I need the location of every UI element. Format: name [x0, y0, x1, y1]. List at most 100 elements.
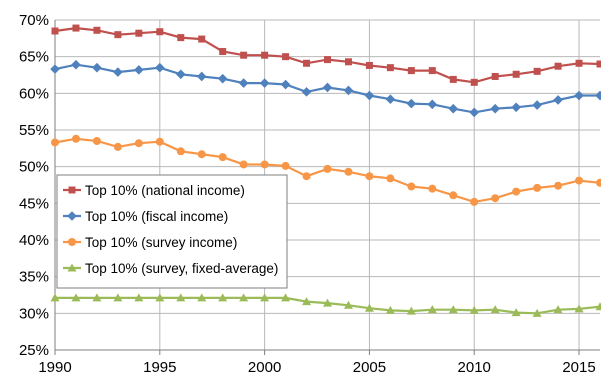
data-point — [71, 59, 81, 70]
data-point — [406, 98, 417, 109]
data-point — [322, 82, 333, 93]
data-point — [198, 35, 206, 43]
data-point — [197, 293, 207, 302]
data-point — [385, 305, 395, 314]
data-point — [448, 103, 459, 114]
data-point — [155, 62, 165, 73]
data-point — [281, 293, 291, 302]
data-point — [176, 293, 186, 302]
data-point — [134, 139, 143, 148]
data-point — [324, 56, 331, 64]
data-point — [113, 142, 122, 151]
data-point — [240, 51, 248, 59]
series-4 — [50, 293, 601, 317]
series-1 — [51, 24, 601, 86]
data-point — [113, 67, 123, 77]
data-point — [71, 293, 81, 302]
data-point — [596, 60, 601, 68]
data-point — [302, 297, 312, 306]
data-point — [303, 59, 311, 67]
data-point — [260, 160, 269, 169]
x-tick-label: 2000 — [248, 359, 281, 376]
data-point — [239, 293, 249, 302]
data-point — [155, 137, 164, 146]
data-point — [449, 191, 458, 200]
data-point — [512, 70, 520, 78]
data-point — [239, 160, 248, 169]
data-point — [92, 137, 101, 145]
legend-swatch-marker — [67, 263, 77, 272]
data-point — [428, 184, 437, 193]
data-point — [71, 134, 80, 143]
data-point — [301, 87, 312, 97]
data-point — [533, 183, 542, 192]
x-tick-label: 1990 — [38, 359, 71, 376]
data-point — [532, 100, 542, 110]
data-point — [386, 174, 395, 183]
y-tick-label: 70% — [19, 12, 49, 29]
data-point — [156, 28, 164, 36]
legend-label: Top 10% (survey income) — [85, 235, 237, 250]
data-point — [407, 67, 415, 75]
data-point — [281, 161, 290, 170]
data-point — [218, 293, 228, 302]
data-point — [365, 61, 373, 69]
data-point — [155, 293, 165, 302]
data-point — [386, 64, 394, 72]
data-point — [134, 293, 144, 302]
data-point — [449, 75, 457, 83]
data-point — [113, 293, 123, 302]
data-point — [343, 300, 353, 309]
data-point — [218, 153, 227, 162]
y-tick-label: 40% — [19, 232, 49, 249]
data-point — [553, 95, 563, 105]
data-point — [280, 79, 291, 90]
data-point — [261, 51, 269, 59]
x-tick-label: 1995 — [143, 359, 176, 376]
data-point — [323, 298, 332, 307]
data-point — [196, 71, 207, 82]
data-point — [282, 53, 290, 61]
data-point — [554, 181, 563, 190]
y-tick-label: 60% — [19, 85, 49, 102]
data-point — [364, 90, 375, 101]
axis-labels: 25% 30% 35% 40% 45% 50% 55% 60% 65% 70% 1990 1995 20… — [19, 12, 596, 376]
data-point — [533, 67, 541, 75]
data-point — [427, 305, 437, 314]
data-point — [364, 303, 374, 312]
data-point — [260, 293, 270, 302]
data-point — [92, 62, 102, 73]
data-point — [406, 306, 416, 315]
data-point — [595, 302, 601, 311]
legend-swatch-marker — [68, 186, 76, 194]
data-point — [491, 72, 499, 80]
data-point — [92, 293, 102, 302]
data-point — [490, 305, 500, 314]
data-point — [448, 305, 458, 314]
y-tick-label: 55% — [19, 122, 49, 139]
data-point — [343, 85, 354, 96]
data-point — [575, 59, 583, 67]
data-point — [51, 138, 59, 147]
y-tick-label: 50% — [19, 159, 49, 176]
data-point — [365, 172, 374, 181]
data-point — [50, 293, 60, 302]
data-point — [175, 69, 186, 80]
data-point — [532, 308, 542, 317]
legend-label: Top 10% (fiscal income) — [85, 209, 228, 224]
x-tick-label: 2005 — [353, 359, 386, 376]
data-point — [93, 26, 101, 34]
legend-box — [56, 174, 288, 289]
legend-label: Top 10% (survey, fixed-average) — [85, 261, 278, 276]
data-point — [134, 65, 144, 75]
data-point — [595, 90, 601, 101]
data-point — [427, 99, 438, 110]
data-point — [428, 67, 436, 75]
data-point — [135, 29, 143, 37]
y-tick-label: 35% — [19, 269, 49, 286]
data-point — [114, 31, 122, 39]
data-point — [491, 194, 500, 203]
data-point — [50, 64, 60, 74]
data-point — [470, 78, 478, 86]
